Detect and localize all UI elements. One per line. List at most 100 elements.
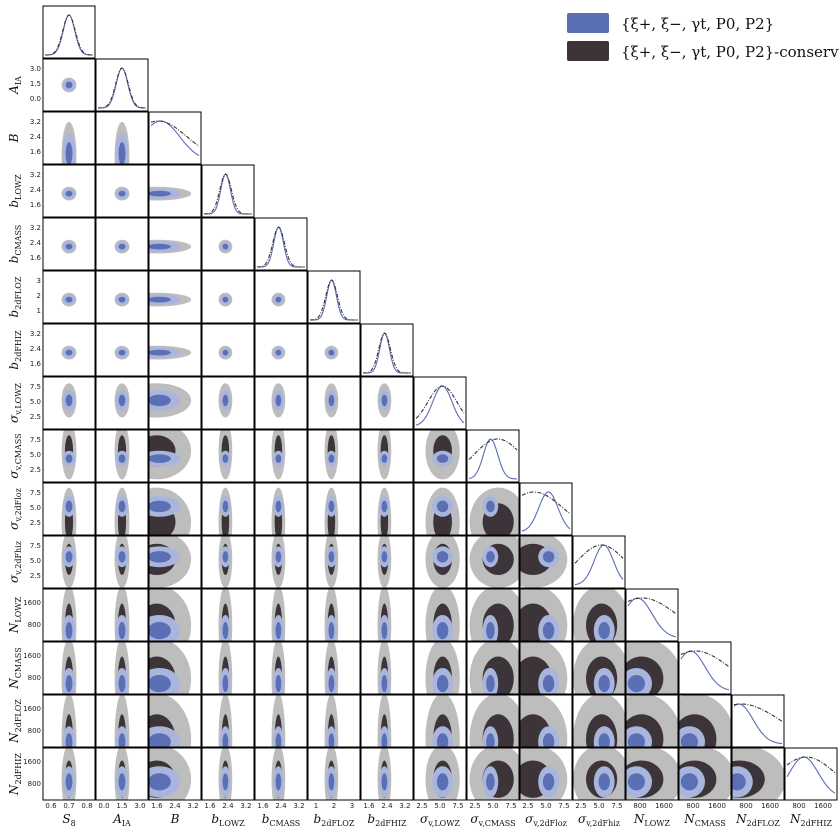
contour-fiducial-68: [222, 394, 229, 407]
panel-frame: [42, 270, 96, 324]
x-tick-label: 1.6: [257, 802, 269, 810]
x-tick-label: 0.0: [98, 802, 109, 810]
y-tick-label: 7.5: [30, 383, 41, 391]
contour-group: [520, 748, 568, 800]
panel-frame: [254, 747, 308, 801]
marginal-curve-conservative: [309, 279, 358, 321]
contour-fiducial-68: [275, 500, 282, 513]
contour-fiducial-68: [627, 675, 645, 693]
panel-frame: [307, 482, 361, 536]
contour-fiducial-68: [222, 454, 229, 463]
x-axis-label: B: [170, 812, 180, 826]
marginal-curve-conservative: [680, 650, 730, 668]
contour-panel-10-8: [466, 535, 520, 589]
contour-panel-5-3: [201, 270, 255, 324]
contour-group: [61, 589, 77, 641]
panel-frame: [307, 694, 361, 748]
panel-frame: [307, 323, 361, 377]
contour-group: [61, 748, 77, 800]
contour-fiducial-68: [222, 773, 229, 791]
marginal-curve-conservative: [786, 756, 836, 774]
panel-frame: [42, 694, 96, 748]
contour-group: [218, 642, 233, 694]
contour-panel-11-4: [254, 588, 308, 642]
contour-group: [61, 695, 77, 747]
marginal-curve-fiducial: [45, 14, 93, 56]
contour-panel-11-8: [466, 588, 520, 642]
contour-panel-9-4: [254, 482, 308, 536]
y-axis-label: N2dFLOZ: [7, 699, 23, 744]
contour-group: [271, 589, 286, 641]
contour-panel-14-4: [254, 747, 308, 801]
contour-fiducial-68: [222, 500, 229, 513]
contour-fiducial-68: [275, 454, 282, 463]
contour-group: [377, 383, 392, 418]
contour-group: [61, 77, 77, 93]
contour-panel-12-5: [307, 641, 361, 695]
contour-group: [324, 589, 339, 641]
x-tick-label: 1600: [814, 802, 832, 810]
contour-group: [114, 345, 130, 360]
contour-fiducial-68: [436, 773, 449, 791]
panel-frame: [42, 429, 96, 483]
x-tick-label: 5.0: [434, 802, 445, 810]
x-tick-label: 2.4: [222, 802, 234, 810]
contour-panel-12-0: [42, 641, 96, 695]
panel-frame: [95, 217, 149, 271]
marginal-curve-fiducial: [468, 438, 518, 480]
contour-fiducial-68: [732, 773, 746, 791]
panel-frame: [201, 747, 255, 801]
contour-fiducial-68: [118, 500, 126, 513]
panel-frame: [254, 323, 308, 377]
contour-group: [377, 430, 392, 480]
contour-group: [218, 239, 233, 254]
contour-group: [61, 536, 77, 588]
marginal-panel-11: [625, 588, 679, 642]
contour-fiducial-68: [275, 622, 282, 640]
contour-fiducial-68: [65, 773, 73, 791]
contour-panel-8-6: [360, 429, 414, 483]
contour-panel-12-2: [148, 641, 202, 695]
marginal-panel-6: [360, 323, 414, 377]
panel-frame: [254, 641, 308, 695]
panel-frame: [360, 482, 414, 536]
contour-panel-10-2: [148, 535, 202, 589]
contour-fiducial-68: [65, 675, 73, 693]
y-axis-label: AIA: [7, 76, 23, 95]
y-axis-label: σv,2dFloz: [7, 488, 23, 530]
x-axis-label: N2dFHIZ: [789, 812, 832, 828]
contour-panel-3-1: [95, 164, 149, 218]
panel-frame: [254, 376, 308, 430]
y-axis-label: σv,CMASS: [7, 433, 23, 478]
panel-frame: [360, 694, 414, 748]
panel-frame: [466, 694, 520, 748]
contour-panel-10-6: [360, 535, 414, 589]
contour-fiducial-68: [222, 551, 229, 563]
panel-frame: [148, 535, 202, 589]
panel-frame: [148, 747, 202, 801]
marginal-curve-conservative: [150, 120, 200, 147]
marginal-curve-conservative: [44, 14, 94, 56]
panel-frame: [360, 535, 414, 589]
contour-fiducial-68: [328, 733, 335, 747]
marginal-curve-conservative: [256, 226, 305, 268]
x-tick-label: 1: [314, 802, 318, 810]
x-axis-label: σv,2dFhiz: [578, 812, 620, 828]
contour-group: [149, 589, 192, 641]
contour-panel-14-1: [95, 747, 149, 801]
contour-fiducial-68: [149, 675, 171, 693]
contour-panel-13-3: [201, 694, 255, 748]
x-tick-label: 3.2: [240, 802, 251, 810]
y-axis-label: NCMASS: [7, 647, 23, 689]
panel-frame: [307, 376, 361, 430]
contour-panel-11-6: [360, 588, 414, 642]
contour-fiducial-68: [542, 622, 555, 640]
panel-frame: [201, 694, 255, 748]
x-tick-label: 1600: [655, 802, 673, 810]
contour-fiducial-68: [222, 243, 229, 250]
x-tick-label: 1.5: [116, 802, 127, 810]
panel-frame: [148, 217, 202, 271]
y-axis-label: σv,LOWZ: [7, 383, 23, 423]
contour-panel-10-7: [413, 535, 467, 589]
contour-fiducial-68: [486, 622, 495, 640]
